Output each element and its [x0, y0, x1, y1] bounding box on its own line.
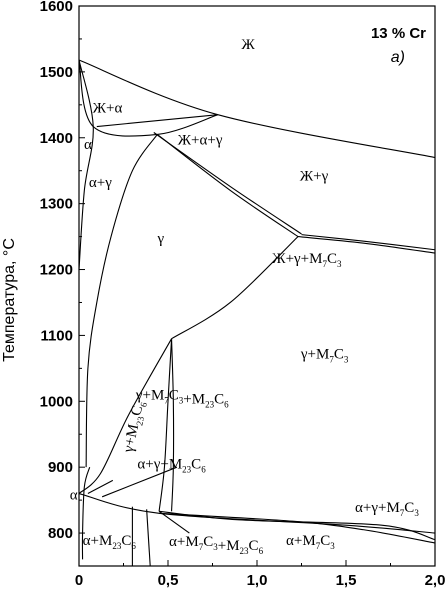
phase-boundaries [78, 59, 436, 567]
phase-boundary [101, 466, 178, 498]
y-tick-label: 1400 [40, 130, 73, 147]
x-tick-label: 1,5 [336, 572, 357, 589]
region-label-alpha: α [84, 137, 92, 153]
region-label-alpha_left: α [70, 487, 78, 503]
y-tick-label: 1200 [40, 262, 73, 279]
y-tick-label: 800 [48, 525, 73, 542]
panel-label: а) [391, 49, 405, 66]
region-label-zh_gamma: Ж+γ [300, 169, 329, 185]
region-label-gamma: γ [157, 231, 165, 247]
phase-boundary [78, 59, 219, 137]
phase-boundary [87, 479, 114, 495]
region-label-alpha_gamma_m7c3: α+γ+M7C3 [355, 500, 419, 518]
composition-annotation: 13 % Cr [371, 25, 426, 42]
region-label-alpha_m7c3: α+M7C3 [286, 533, 335, 551]
region-label-alpha_gamma_m23c6: α+γ+M23C6 [137, 456, 206, 474]
region-label-alpha_gamma: α+γ [89, 175, 112, 191]
phase-boundary [301, 234, 436, 251]
region-label-zh_gamma_m7c3: Ж+γ+M7C3 [272, 251, 342, 269]
phase-boundary [159, 510, 436, 541]
phase-boundary [146, 509, 151, 567]
phase-boundary [171, 338, 175, 512]
phase-boundary [297, 236, 436, 254]
y-axis-label: Температура, °C [1, 238, 18, 362]
region-label-alpha_m7c3_m23c6: α+M7C3+M23C6 [169, 534, 264, 556]
phase-boundary [81, 467, 91, 560]
phase-boundary [159, 512, 436, 544]
region-label-zh_alpha_gamma: Ж+α+γ [178, 132, 223, 148]
phase-boundary [78, 59, 94, 270]
x-tick-label: 0 [75, 572, 83, 589]
region-label-gamma_m7c3: γ+M7C3 [300, 346, 349, 364]
plot-frame [78, 5, 436, 567]
phase-boundary [153, 132, 302, 235]
x-tick-label: 2,0 [425, 572, 446, 589]
phase-boundary [78, 338, 173, 494]
phase-region-labels: Ж Ж+α α Ж+α+γ α+γ Ж+γ γ Ж+γ+M7C3 γ+M7C3 γ+M7C3+M2… [70, 37, 420, 556]
x-tick-label: 0,5 [158, 572, 179, 589]
axis-ticks: 0 0,5 1,0 1,5 2,0 800 900 1000 1100 1200 1300 1400 1… [40, 0, 446, 589]
y-tick-label: 1000 [40, 393, 73, 410]
region-label-gamma_m7c3_m23c6: γ+M7C3+M23C6 [135, 387, 229, 409]
region-label-alpha_m23c6: α+M23C6 [83, 533, 137, 551]
y-tick-label: 900 [48, 459, 73, 476]
x-tick-label: 1,0 [247, 572, 268, 589]
phase-boundary [158, 510, 190, 534]
region-label-zh: Ж [241, 37, 255, 53]
y-tick-label: 1500 [40, 64, 73, 81]
phase-boundary [96, 114, 218, 128]
y-tick-label: 1300 [40, 196, 73, 213]
region-label-zh_alpha: Ж+α [93, 101, 123, 117]
phase-boundary [158, 338, 173, 512]
phase-boundary [78, 59, 436, 159]
y-tick-label: 1100 [40, 327, 73, 344]
phase-boundary [171, 236, 299, 340]
phase-boundary [85, 134, 158, 468]
y-tick-label: 1600 [40, 0, 73, 15]
region-label-gamma_m23c6: γ+M23C6 [120, 399, 149, 455]
